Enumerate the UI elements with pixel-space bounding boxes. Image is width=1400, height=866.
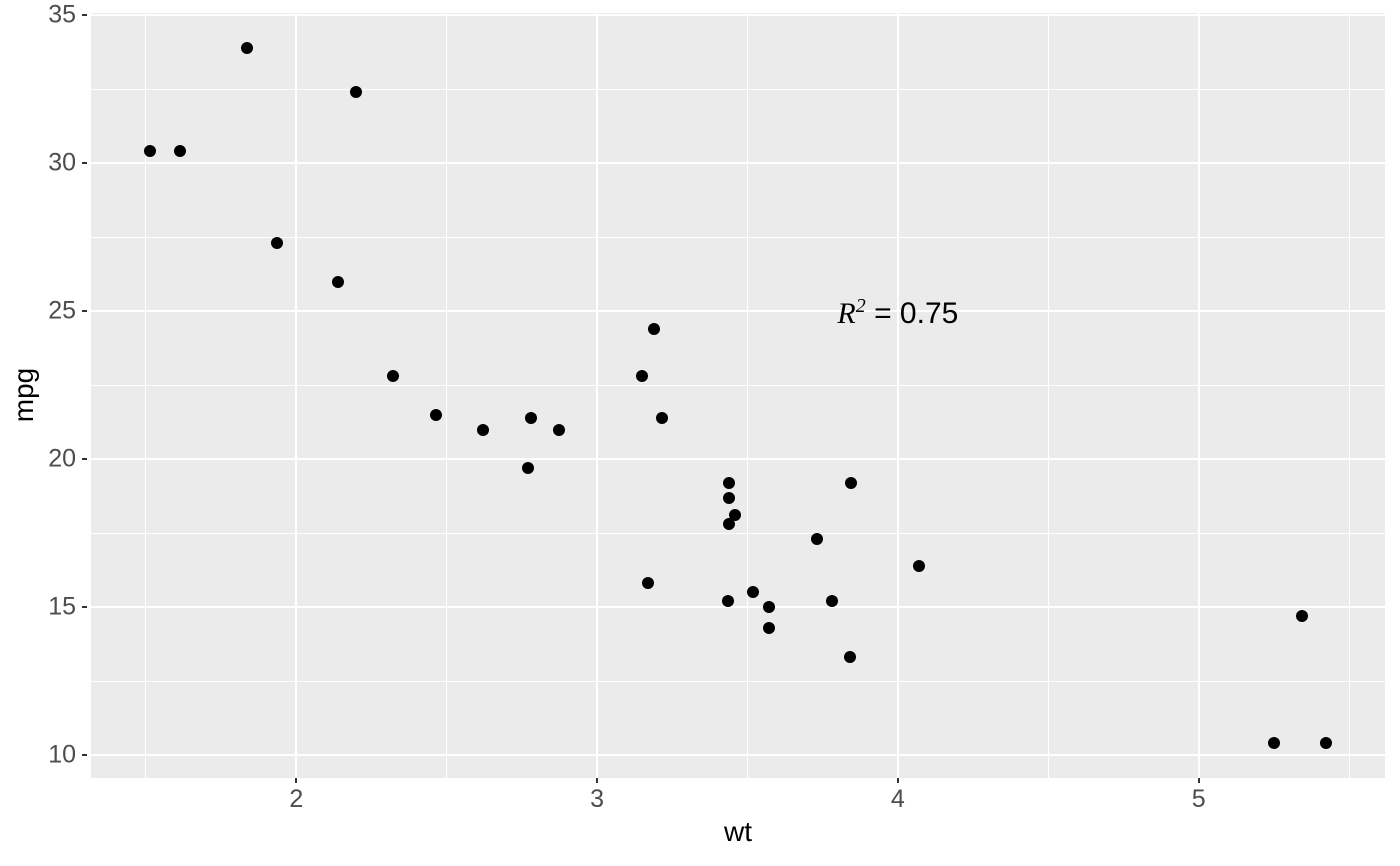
y-major-gridline — [91, 14, 1385, 17]
data-point — [825, 595, 838, 608]
x-axis-tick — [896, 778, 899, 783]
data-point — [332, 275, 345, 288]
annotation-value: = 0.75 — [865, 297, 959, 331]
data-point — [240, 41, 253, 54]
data-point — [143, 145, 156, 158]
x-minor-gridline — [446, 13, 448, 778]
x-major-gridline — [1197, 13, 1200, 778]
y-axis-tick — [82, 162, 87, 165]
y-major-gridline — [91, 310, 1385, 313]
x-major-gridline — [896, 13, 899, 778]
data-point — [1296, 609, 1309, 622]
x-axis-title: wt — [724, 816, 752, 847]
data-point — [747, 586, 760, 599]
y-axis-tick — [82, 310, 87, 313]
data-point — [843, 651, 856, 664]
y-minor-gridline — [91, 88, 1385, 90]
x-axis-tick-label: 4 — [890, 785, 905, 813]
data-point — [524, 411, 537, 424]
y-major-gridline — [91, 458, 1385, 461]
y-axis-tick-label: 25 — [48, 296, 76, 325]
data-point — [762, 621, 775, 634]
data-point — [723, 491, 736, 504]
data-point — [350, 86, 363, 99]
y-axis-tick-label: 30 — [48, 148, 76, 177]
x-minor-gridline — [145, 13, 147, 778]
y-axis-tick-label: 20 — [48, 444, 76, 473]
data-point — [723, 476, 736, 489]
x-axis-tick — [1197, 778, 1200, 783]
y-axis-tick-label: 35 — [48, 0, 76, 29]
y-axis-tick — [82, 458, 87, 461]
x-minor-gridline — [746, 13, 748, 778]
y-axis-title: mpg — [8, 367, 39, 423]
data-point — [655, 411, 668, 424]
x-major-gridline — [295, 13, 298, 778]
data-point — [1267, 737, 1280, 750]
x-axis-tick-label: 3 — [590, 785, 605, 813]
y-minor-gridline — [91, 680, 1385, 682]
y-axis-tick — [82, 754, 87, 757]
data-point — [1320, 737, 1333, 750]
data-point — [810, 533, 823, 546]
y-minor-gridline — [91, 236, 1385, 238]
data-point — [174, 145, 187, 158]
data-point — [386, 370, 399, 383]
x-axis-tick-label: 5 — [1191, 785, 1206, 813]
data-point — [845, 476, 858, 489]
data-point — [762, 601, 775, 614]
data-point — [642, 577, 655, 590]
annotation-r-symbol: R — [837, 297, 856, 331]
data-point — [430, 408, 443, 421]
x-axis-tick — [295, 778, 298, 783]
data-point — [476, 423, 489, 436]
data-point — [648, 322, 661, 335]
y-axis-tick-label: 15 — [48, 592, 76, 621]
data-point — [521, 462, 534, 474]
x-axis-tick-label: 2 — [289, 785, 304, 813]
x-minor-gridline — [1047, 13, 1049, 778]
annotation-exponent: 2 — [855, 295, 866, 318]
y-axis-tick-label: 10 — [48, 740, 76, 769]
y-major-gridline — [91, 162, 1385, 165]
data-point — [636, 370, 649, 383]
y-axis-tick — [82, 14, 87, 17]
data-point — [723, 518, 736, 531]
x-major-gridline — [596, 13, 599, 778]
data-point — [721, 595, 734, 608]
x-axis-tick — [596, 778, 599, 783]
y-axis-tick — [82, 606, 87, 609]
data-point — [912, 559, 925, 572]
data-point — [270, 237, 283, 250]
y-major-gridline — [91, 754, 1385, 757]
plot-panel — [91, 13, 1385, 778]
y-minor-gridline — [91, 532, 1385, 534]
x-minor-gridline — [1348, 13, 1350, 778]
data-point — [553, 423, 566, 436]
y-major-gridline — [91, 606, 1385, 609]
y-minor-gridline — [91, 384, 1385, 386]
r-squared-annotation: R2 = 0.75 — [837, 296, 959, 331]
